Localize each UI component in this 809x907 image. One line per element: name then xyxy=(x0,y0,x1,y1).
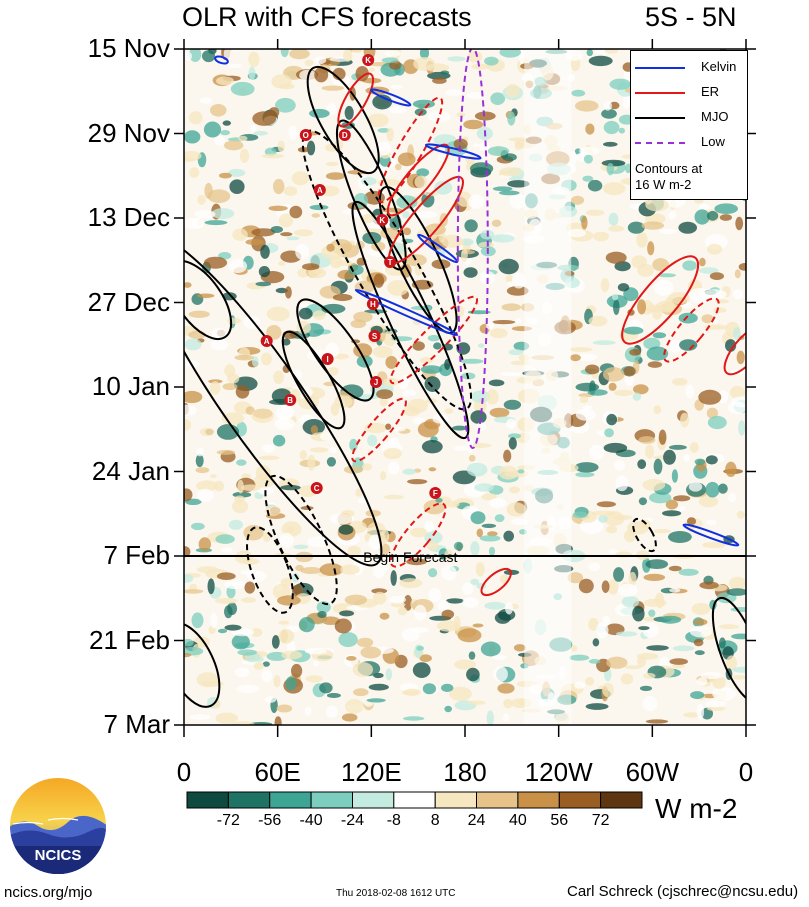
storm-marker-label: D xyxy=(342,131,348,140)
storm-marker: O xyxy=(299,129,312,141)
legend-item-er: ER xyxy=(631,82,747,104)
colorbar-tick-label: -8 xyxy=(386,812,401,829)
y-tick-label: 15 Nov xyxy=(87,33,170,63)
x-tick-label: 0 xyxy=(176,757,192,787)
colorbar-units: W m-2 xyxy=(655,793,738,824)
legend-item-kelvin: Kelvin xyxy=(631,57,747,79)
colorbar-tick-label: -72 xyxy=(216,812,240,829)
colorbar-tick-label: -40 xyxy=(299,812,323,829)
y-tick-label: 24 Jan xyxy=(91,455,170,486)
storm-marker-label: S xyxy=(372,332,378,341)
legend-note: Contours at 16 W m-2 xyxy=(635,161,703,192)
colorbar-swatch xyxy=(269,791,312,809)
colorbar-tick-label: 72 xyxy=(591,812,610,829)
storm-marker: I xyxy=(321,353,334,365)
storm-marker: K xyxy=(362,54,375,66)
region-label: 5S - 5N xyxy=(645,2,737,32)
y-tick-label: 29 Nov xyxy=(87,117,170,148)
colorbar-tick-label: 24 xyxy=(467,812,486,829)
storm-marker-label: H xyxy=(370,300,376,309)
storm-marker-label: F xyxy=(433,489,438,498)
forecast-label: Begin Forecast xyxy=(363,549,457,565)
storm-marker: S xyxy=(368,330,381,342)
colorbar-swatch xyxy=(186,791,229,809)
timestamp: Thu 2018-02-08 1612 UTC xyxy=(336,888,456,899)
y-tick-label: 21 Feb xyxy=(89,624,170,655)
y-tick-label: 7 Mar xyxy=(103,709,170,739)
storm-marker-label: I xyxy=(326,355,328,364)
storm-marker: J xyxy=(370,376,382,388)
colorbar-swatch xyxy=(476,791,519,809)
colorbar xyxy=(186,791,643,809)
storm-marker: H xyxy=(366,298,379,310)
colorbar-swatch xyxy=(352,791,395,809)
storm-marker: D xyxy=(338,129,351,141)
site-link[interactable]: ncics.org/mjo xyxy=(4,884,93,901)
x-tick-label: 120W xyxy=(524,757,593,787)
storm-marker: T xyxy=(384,256,397,268)
storm-marker-label: K xyxy=(379,216,385,225)
y-tick-label: 27 Dec xyxy=(87,286,170,317)
x-tick-label: 0 xyxy=(738,757,754,787)
legend-item-low: Low xyxy=(631,132,747,154)
storm-marker-label: A xyxy=(317,186,323,195)
colorbar-swatch xyxy=(434,791,478,809)
colorbar-swatch xyxy=(600,791,643,809)
storm-marker-label: A xyxy=(264,337,270,346)
colorbar-swatch xyxy=(393,791,436,809)
legend-item-mjo: MJO xyxy=(631,107,747,129)
colorbar-tick-label: 40 xyxy=(509,812,527,829)
colorbar-tick-label: 56 xyxy=(550,812,569,829)
x-tick-label: 60W xyxy=(625,757,680,787)
storm-marker: B xyxy=(284,394,297,406)
olr-field: K O D A K T H S A I J B C F xyxy=(184,49,746,725)
x-tick-label: 180 xyxy=(443,757,487,787)
storm-marker-label: C xyxy=(314,484,320,493)
x-tick-label: 60E xyxy=(254,757,301,787)
legend: Kelvin ER MJO Low Contours at 16 W m-2 xyxy=(630,50,748,200)
storm-marker-label: T xyxy=(388,258,393,267)
colorbar-tick-label: -24 xyxy=(340,812,365,829)
storm-marker-label: O xyxy=(303,131,309,140)
author-credit: Carl Schreck (cjschrec@ncsu.edu) xyxy=(567,883,799,900)
colorbar-swatch xyxy=(558,791,602,809)
y-tick-label: 7 Feb xyxy=(103,540,171,570)
x-tick-label: 120E xyxy=(340,757,402,787)
colorbar-tick-label: -56 xyxy=(258,812,282,829)
storm-marker-label: K xyxy=(365,56,371,65)
svg-text:NCICS: NCICS xyxy=(35,847,82,864)
colorbar-swatch xyxy=(310,791,354,809)
storm-marker-label: B xyxy=(287,396,293,405)
storm-marker-label: J xyxy=(374,378,378,387)
y-tick-label: 13 Dec xyxy=(87,202,170,232)
storm-marker: K xyxy=(376,214,389,226)
chart-title: OLR with CFS forecasts xyxy=(182,2,472,32)
ncics-logo[interactable]: NCICS xyxy=(8,776,108,876)
storm-marker: A xyxy=(313,184,326,196)
storm-marker: F xyxy=(429,487,442,499)
colorbar-tick-label: 8 xyxy=(430,812,440,829)
colorbar-swatch xyxy=(227,791,271,809)
storm-marker: C xyxy=(310,482,323,494)
storm-marker: A xyxy=(260,335,273,347)
y-tick-label: 10 Jan xyxy=(91,371,170,401)
colorbar-swatch xyxy=(517,791,560,809)
